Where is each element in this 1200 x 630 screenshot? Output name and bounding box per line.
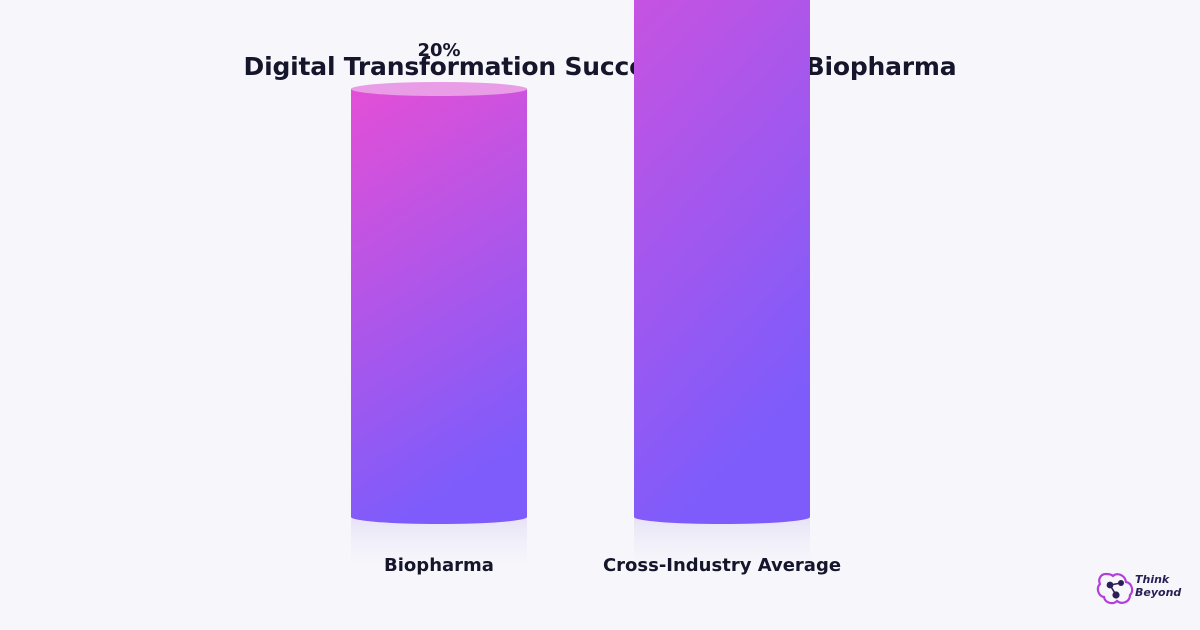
molecule-icon	[1096, 572, 1134, 605]
logo-text-line2: Beyond	[1135, 586, 1182, 599]
bar	[351, 89, 527, 524]
category-label: Biopharma	[384, 555, 494, 576]
chart-title: Digital Transformation Success Rates in …	[243, 52, 957, 81]
bar-reflection	[351, 517, 527, 581]
think-beyond-logo: Think Beyond	[1096, 568, 1182, 612]
value-label: 20%	[417, 40, 460, 61]
bar	[634, 0, 810, 524]
bar-reflection	[634, 517, 810, 581]
logo-text-line1: Think	[1135, 573, 1170, 586]
bar-cap	[351, 82, 527, 96]
category-label: Cross-Industry Average	[603, 555, 841, 576]
